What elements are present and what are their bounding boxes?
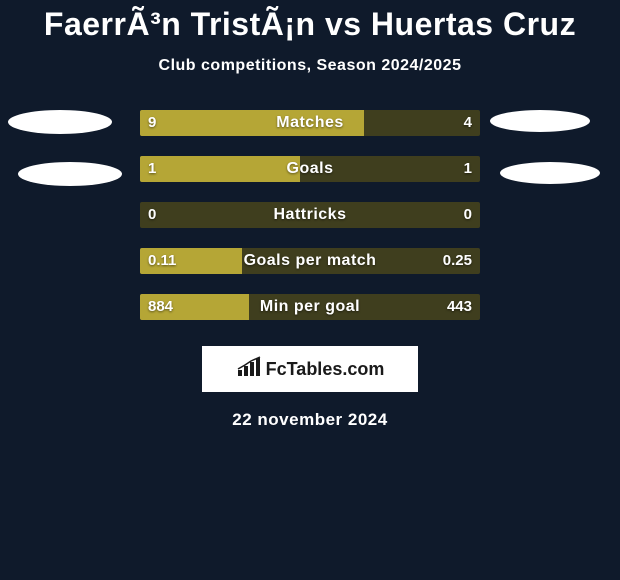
snapshot-date: 22 november 2024: [0, 410, 620, 430]
comparison-chart: 9Matches4 1Goals1 0Hattricks0 0.11Goals per…: [0, 110, 620, 340]
metric-bar-track: 884Min per goal443: [140, 294, 480, 320]
metric-bar-track: 9Matches4: [140, 110, 480, 136]
logo-text: FcTables.com: [266, 359, 385, 380]
metric-bar-track: 1Goals1: [140, 156, 480, 182]
metric-row: 0.11Goals per match0.25: [0, 248, 620, 294]
metric-row: 884Min per goal443: [0, 294, 620, 340]
metric-row: 1Goals1: [0, 156, 620, 202]
page-title: FaerrÃ³n TristÃ¡n vs Huertas Cruz: [0, 0, 620, 43]
metric-row: 0Hattricks0: [0, 202, 620, 248]
metric-bar-track: 0Hattricks0: [140, 202, 480, 228]
metric-bar-track: 0.11Goals per match0.25: [140, 248, 480, 274]
site-logo[interactable]: FcTables.com: [202, 346, 418, 392]
bar-chart-icon: [236, 356, 262, 383]
metric-value-right: 0.25: [443, 248, 472, 274]
metric-label: Min per goal: [140, 294, 480, 320]
metric-value-right: 443: [447, 294, 472, 320]
metric-label: Hattricks: [140, 202, 480, 228]
metric-value-right: 0: [464, 202, 472, 228]
metric-label: Matches: [140, 110, 480, 136]
metric-value-right: 4: [464, 110, 472, 136]
metric-value-right: 1: [464, 156, 472, 182]
metric-label: Goals: [140, 156, 480, 182]
page-subtitle: Club competitions, Season 2024/2025: [0, 57, 620, 75]
metric-label: Goals per match: [140, 248, 480, 274]
metric-row: 9Matches4: [0, 110, 620, 156]
